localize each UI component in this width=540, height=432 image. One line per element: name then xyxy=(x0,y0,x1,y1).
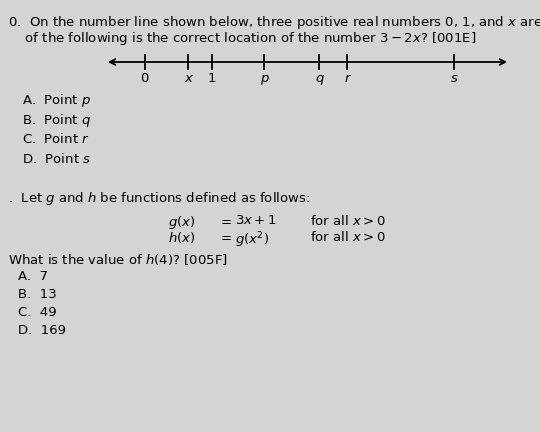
Text: B.  13: B. 13 xyxy=(18,288,57,301)
Text: $=$: $=$ xyxy=(218,214,232,227)
Text: C.  Point $r$: C. Point $r$ xyxy=(22,132,90,146)
Text: What is the value of $h(4)$? [005F]: What is the value of $h(4)$? [005F] xyxy=(8,252,228,267)
Text: q: q xyxy=(315,72,323,85)
Text: D.  169: D. 169 xyxy=(18,324,66,337)
Text: D.  Point $s$: D. Point $s$ xyxy=(22,152,91,166)
Text: 0.  On the number line shown below, three positive real numbers 0, 1, and $x$ ar: 0. On the number line shown below, three… xyxy=(8,14,540,31)
Text: A.  7: A. 7 xyxy=(18,270,48,283)
Text: s: s xyxy=(451,72,458,85)
Text: $g(x)$: $g(x)$ xyxy=(168,214,195,231)
Text: for all $x > 0$: for all $x > 0$ xyxy=(310,214,386,228)
Text: of the following is the correct location of the number $3 - 2x$? [001E]: of the following is the correct location… xyxy=(8,30,476,47)
Text: x: x xyxy=(185,72,192,85)
Text: $3x+1$: $3x+1$ xyxy=(235,214,277,227)
Text: C.  49: C. 49 xyxy=(18,306,57,319)
Text: for all $x > 0$: for all $x > 0$ xyxy=(310,230,386,244)
Text: $h(x)$: $h(x)$ xyxy=(168,230,195,245)
Text: A.  Point $p$: A. Point $p$ xyxy=(22,92,91,109)
Text: p: p xyxy=(260,72,268,85)
Text: B.  Point $q$: B. Point $q$ xyxy=(22,112,91,129)
Text: 1: 1 xyxy=(208,72,217,85)
Text: 0: 0 xyxy=(140,72,149,85)
Text: .  Let $g$ and $h$ be functions defined as follows:: . Let $g$ and $h$ be functions defined a… xyxy=(8,190,310,207)
Text: $=$: $=$ xyxy=(218,230,232,243)
Text: $g(x^2)$: $g(x^2)$ xyxy=(235,230,269,250)
Text: r: r xyxy=(345,72,350,85)
